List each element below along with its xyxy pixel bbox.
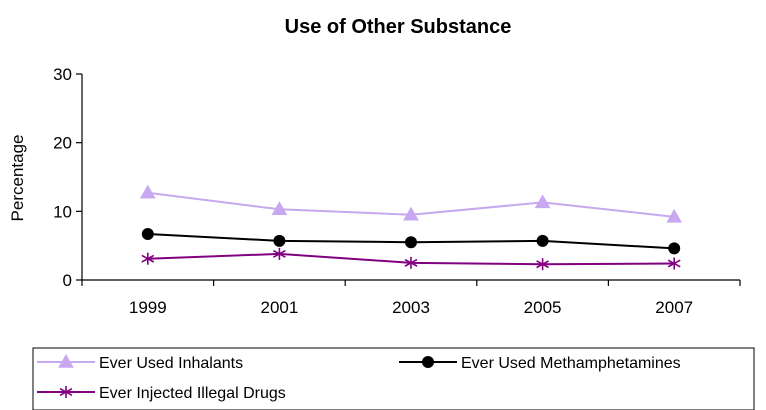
legend-label: Ever Used Inhalants xyxy=(99,355,243,372)
data-point xyxy=(667,257,681,270)
series-layer xyxy=(139,184,683,271)
legend-label: Ever Used Methamphetamines xyxy=(461,355,681,372)
data-point xyxy=(536,234,549,247)
legend-marker xyxy=(59,386,73,398)
y-tick-label: 10 xyxy=(53,202,72,221)
asterisk-stroke xyxy=(404,258,418,267)
x-tick-label: 1999 xyxy=(129,298,167,317)
legend-box xyxy=(32,347,755,410)
data-point xyxy=(403,206,419,221)
legend-item: Ever Injected Illegal Drugs xyxy=(37,385,286,402)
data-point xyxy=(273,234,286,247)
series-2 xyxy=(141,227,681,255)
data-point xyxy=(668,242,681,255)
asterisk-stroke xyxy=(273,249,286,258)
legend: Ever Used Inhalants Ever Used Methampheta… xyxy=(37,353,681,402)
asterisk-stroke xyxy=(536,260,549,269)
data-point xyxy=(141,252,155,265)
x-tick-label: 2005 xyxy=(524,298,562,317)
y-axis-label: Percentage xyxy=(8,135,27,222)
x-tick-label: 2007 xyxy=(655,298,693,317)
y-tick-label: 30 xyxy=(53,65,72,84)
data-point xyxy=(273,247,286,260)
x-tick-label: 2001 xyxy=(260,298,298,317)
legend-marker xyxy=(58,353,74,368)
asterisk-stroke xyxy=(59,387,73,397)
series-3 xyxy=(141,247,681,271)
data-point xyxy=(666,208,683,223)
y-tick-label: 0 xyxy=(63,271,72,290)
legend-marker xyxy=(422,356,434,368)
data-point xyxy=(404,256,418,269)
axis-ticks: 0 10 20 30 1999 2001 2003 2005 2007 xyxy=(53,65,741,317)
x-tick-label: 2003 xyxy=(392,298,430,317)
data-point xyxy=(271,201,288,216)
asterisk-stroke xyxy=(667,259,681,268)
data-point xyxy=(405,236,417,249)
asterisk-stroke xyxy=(141,254,155,263)
legend-item: Ever Used Methamphetamines xyxy=(399,355,681,372)
data-point xyxy=(536,258,549,271)
legend-item: Ever Used Inhalants xyxy=(37,353,243,372)
chart-title: Use of Other Substance xyxy=(285,16,512,38)
series-1 xyxy=(139,184,683,223)
data-point xyxy=(139,184,156,199)
data-point xyxy=(534,194,551,209)
y-tick-label: 20 xyxy=(53,134,72,153)
data-point xyxy=(141,227,154,240)
legend-label: Ever Injected Illegal Drugs xyxy=(99,385,286,402)
